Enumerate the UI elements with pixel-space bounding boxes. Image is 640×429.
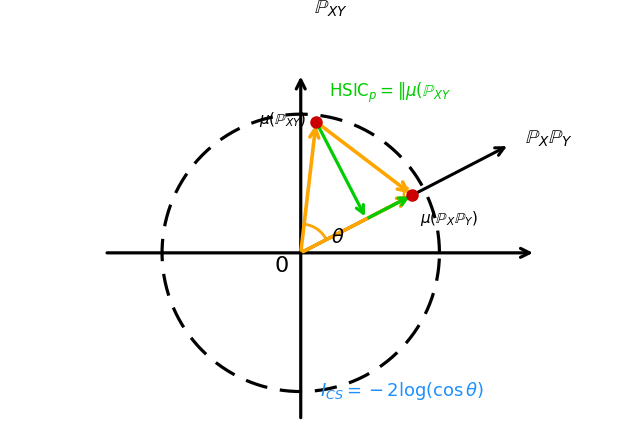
Text: $\mu(\mathbb{P}_X\mathbb{P}_Y)$: $\mu(\mathbb{P}_X\mathbb{P}_Y)$ [420, 208, 478, 227]
Text: $0$: $0$ [274, 255, 289, 277]
Text: $\mu(\mathbb{P}_{XY})$: $\mu(\mathbb{P}_{XY})$ [259, 110, 307, 130]
Text: $\mathbb{P}_{XY}$: $\mathbb{P}_{XY}$ [314, 0, 348, 19]
Text: $\mathbb{P}_X\mathbb{P}_Y$: $\mathbb{P}_X\mathbb{P}_Y$ [525, 129, 573, 149]
Text: $I_{CS} = -2\log(\cos\theta)$: $I_{CS} = -2\log(\cos\theta)$ [320, 380, 484, 402]
Text: $\theta$: $\theta$ [330, 228, 344, 247]
Text: $\mathrm{HSIC}_p = \|\mu(\mathbb{P}_{XY}$: $\mathrm{HSIC}_p = \|\mu(\mathbb{P}_{XY}… [329, 81, 452, 105]
